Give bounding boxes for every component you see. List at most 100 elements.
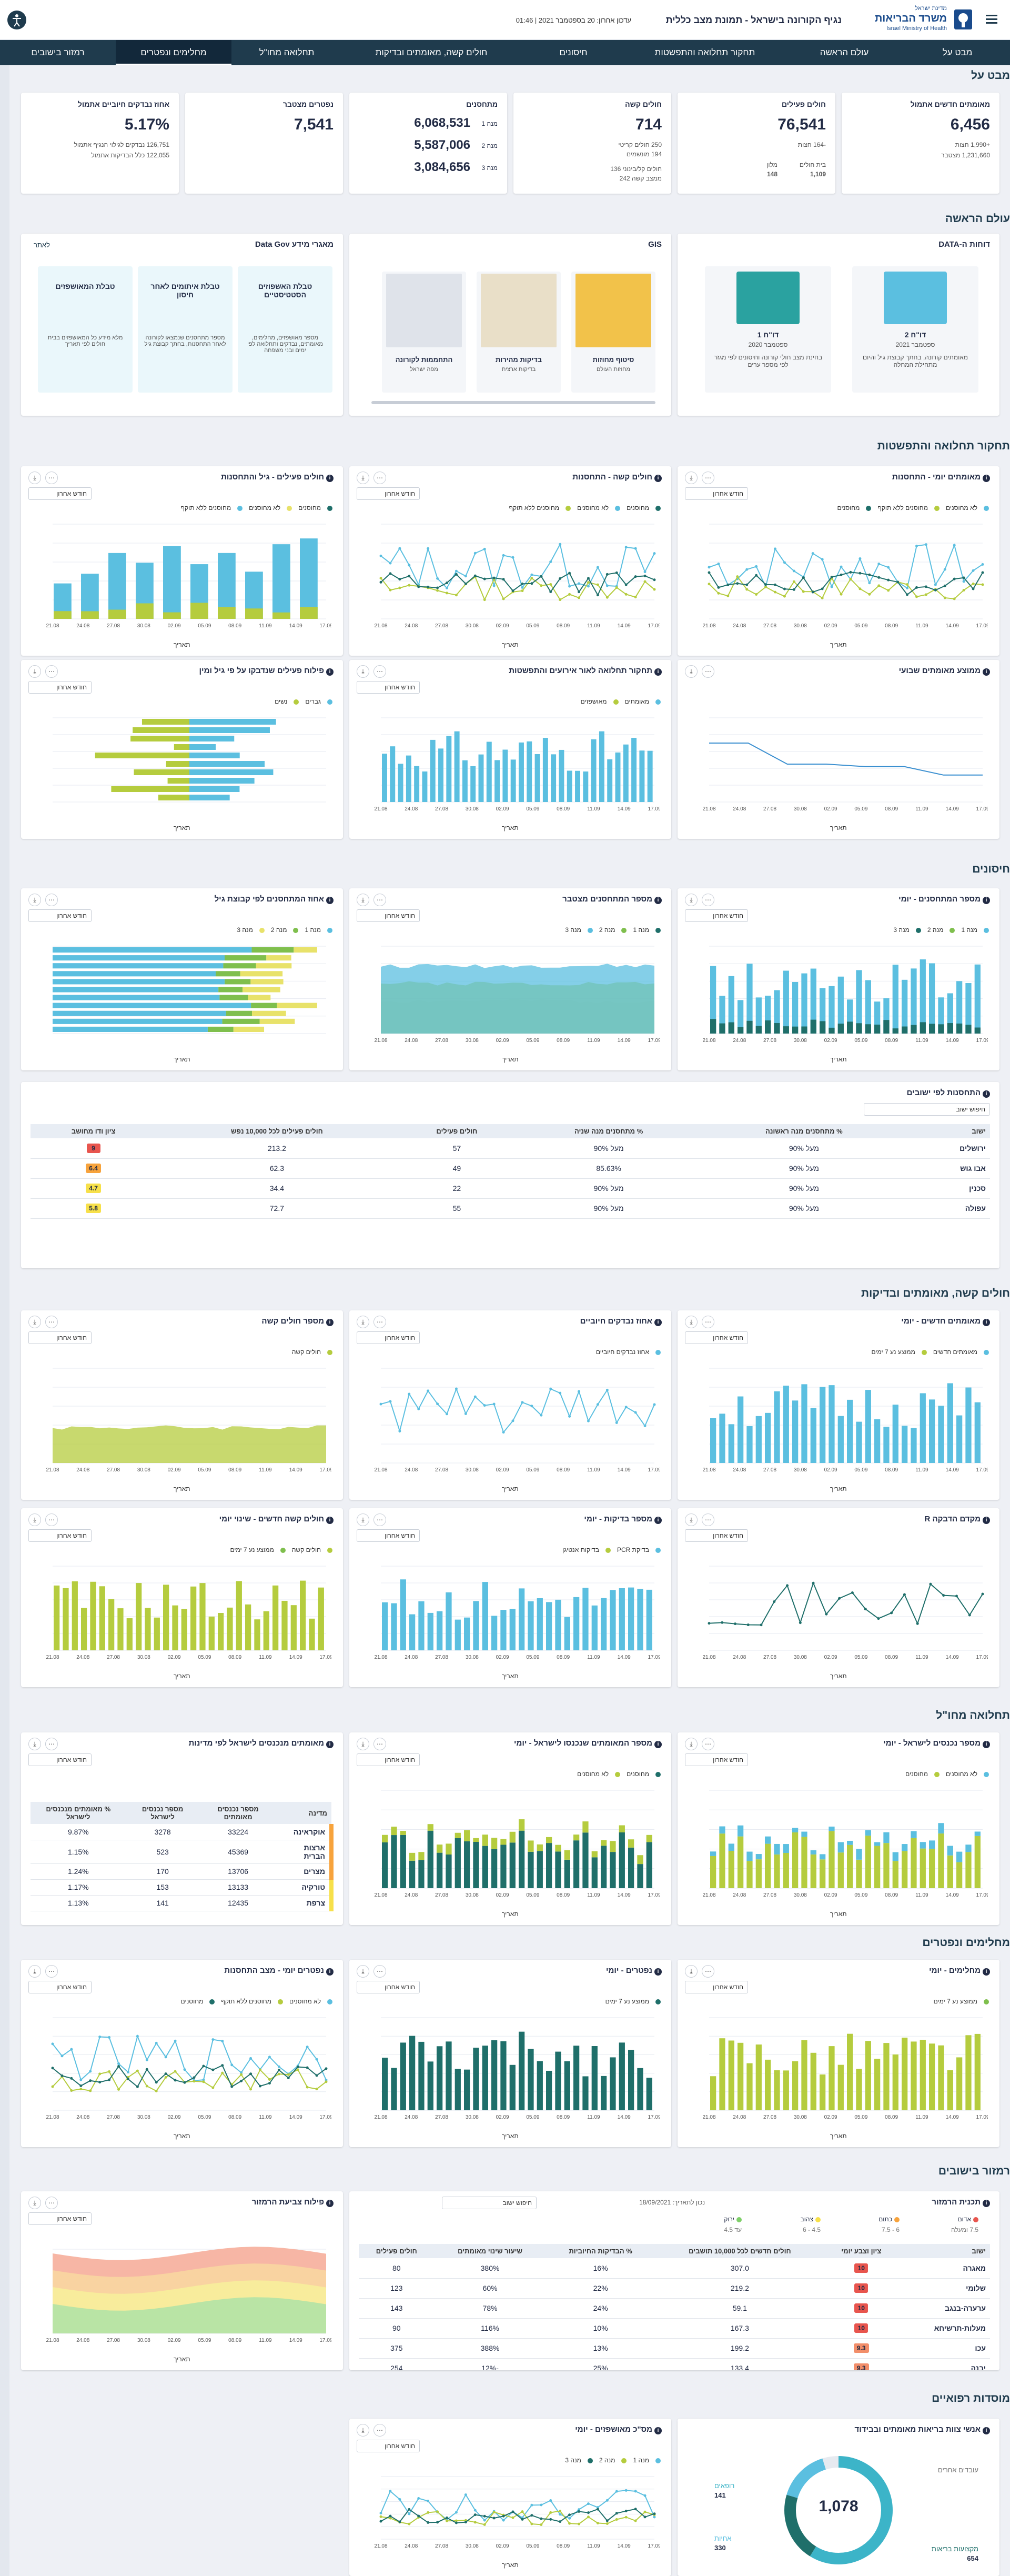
legend-item[interactable]: נשים: [275, 698, 299, 705]
download-icon[interactable]: ⤓: [28, 1965, 41, 1978]
menu-icon[interactable]: [984, 12, 999, 27]
legend-item[interactable]: מאושפזים: [581, 698, 619, 705]
legend-item[interactable]: בדיקות אנטיגן: [562, 1546, 611, 1553]
period-select[interactable]: חודש אחרון: [357, 2440, 420, 2452]
period-select[interactable]: חודש אחרון: [685, 1331, 748, 1344]
info-icon[interactable]: i: [983, 2427, 990, 2434]
col-header[interactable]: ציון ודו מחושב: [31, 1124, 157, 1138]
download-icon[interactable]: ⤓: [28, 1738, 41, 1750]
download-icon[interactable]: ⤓: [357, 1738, 369, 1750]
info-icon[interactable]: i: [654, 2427, 662, 2434]
share-icon[interactable]: ⋯: [45, 1513, 58, 1526]
col-header[interactable]: מספר נכנסים מאומתים: [199, 1802, 277, 1824]
download-icon[interactable]: ⤓: [685, 1513, 698, 1526]
share-icon[interactable]: ⋯: [373, 472, 386, 484]
download-icon[interactable]: ⤓: [357, 894, 369, 906]
info-icon[interactable]: i: [983, 2200, 990, 2207]
legend-item[interactable]: חולים קשה: [292, 1348, 332, 1356]
dataset-card[interactable]: טבלת האשפוזים הסטטיסטיים מספר מאושפזים, …: [238, 266, 332, 393]
download-icon[interactable]: ⤓: [357, 1965, 369, 1978]
info-icon[interactable]: i: [983, 668, 990, 676]
share-icon[interactable]: ⋯: [373, 1316, 386, 1328]
share-icon[interactable]: ⋯: [702, 1965, 714, 1978]
legend-item[interactable]: לא מחוסנים: [289, 1998, 332, 2005]
legend-item[interactable]: מנה 2: [599, 2457, 627, 2464]
period-select[interactable]: חודש אחרון: [28, 487, 92, 500]
share-icon[interactable]: ⋯: [702, 1316, 714, 1328]
info-icon[interactable]: i: [326, 475, 334, 482]
legend-item[interactable]: מנה 1: [305, 926, 332, 934]
table-row[interactable]: שלומי 10 219.2 22% 60% 123: [359, 2278, 990, 2299]
share-icon[interactable]: ⋯: [702, 1513, 714, 1526]
tab-vaccines[interactable]: חיסונים: [559, 47, 588, 57]
info-icon[interactable]: i: [326, 668, 334, 676]
share-icon[interactable]: ⋯: [373, 894, 386, 906]
download-icon[interactable]: ⤓: [685, 665, 698, 678]
info-icon[interactable]: i: [654, 1741, 662, 1748]
period-select[interactable]: חודש אחרון: [357, 1753, 420, 1766]
period-select[interactable]: חודש אחרון: [357, 681, 420, 694]
legend-item[interactable]: מחוסנים: [298, 504, 332, 512]
legend-item[interactable]: מנה 1: [961, 926, 989, 934]
table-row[interactable]: אוקראינה 33224 3278 9.87%: [31, 1824, 334, 1840]
download-icon[interactable]: ⤓: [28, 1513, 41, 1526]
table-row[interactable]: סכנין מעל 90% מעל 90% 22 34.4 4.7: [31, 1178, 990, 1199]
table-row[interactable]: ערערה-בנגב 10 59.1 24% 78% 143: [359, 2298, 990, 2319]
report-card[interactable]: דו"ח 1 ספטמבר 2020 בחינת מצב חולי קורונה…: [705, 266, 831, 393]
period-select[interactable]: חודש אחרון: [28, 1331, 92, 1344]
legend-item[interactable]: בדיקת PCR: [617, 1546, 661, 1553]
share-icon[interactable]: ⋯: [702, 1738, 714, 1750]
table-row[interactable]: טורקיה 13133 153 1.17%: [31, 1879, 334, 1896]
legend-item[interactable]: מנה 3: [565, 2457, 593, 2464]
download-icon[interactable]: ⤓: [28, 665, 41, 678]
info-icon[interactable]: i: [654, 668, 662, 676]
legend-item[interactable]: מנה 1: [633, 2457, 661, 2464]
legend-item[interactable]: לא מחוסנים: [577, 504, 621, 512]
legend-item[interactable]: מאומתים חדשים: [933, 1348, 989, 1356]
legend-item[interactable]: ממוצע נע 7 ימים: [934, 1998, 989, 2005]
share-icon[interactable]: ⋯: [373, 1738, 386, 1750]
share-icon[interactable]: ⋯: [702, 472, 714, 484]
share-icon[interactable]: ⋯: [45, 472, 58, 484]
period-select[interactable]: חודש אחרון: [685, 1753, 748, 1766]
legend-item[interactable]: מחוסנים: [627, 504, 661, 512]
legend-item[interactable]: מחוסנים ללא תוקף: [221, 1998, 283, 2005]
legend-item[interactable]: ממוצע נע 7 ימים: [872, 1348, 927, 1356]
city-search-input[interactable]: חיפוש ישוב: [442, 2197, 537, 2209]
tab-investigation[interactable]: תחקור תחלואה והתפשטות: [654, 47, 755, 57]
dataset-card[interactable]: טבלת המאושפזים מלא מידע כל המאושפזים בבי…: [38, 266, 133, 393]
legend-item[interactable]: מחוסנים: [627, 1770, 661, 1778]
download-icon[interactable]: ⤓: [28, 2197, 41, 2209]
share-icon[interactable]: ⋯: [373, 1513, 386, 1526]
col-header[interactable]: ישוב: [898, 2244, 990, 2258]
legend-item[interactable]: לא מחוסנים: [249, 504, 292, 512]
legend-item[interactable]: מנה 3: [565, 926, 593, 934]
accessibility-icon[interactable]: [7, 11, 26, 29]
col-header[interactable]: ציון וצבע יומי: [824, 2244, 898, 2258]
table-row[interactable]: יבנה 9.3 133.4 25% -12% 254: [359, 2358, 990, 2370]
period-select[interactable]: חודש אחרון: [28, 909, 92, 922]
download-icon[interactable]: ⤓: [357, 1316, 369, 1328]
legend-item[interactable]: ממוצע נע 7 ימים: [605, 1998, 661, 2005]
info-icon[interactable]: i: [326, 1741, 334, 1748]
legend-item[interactable]: מחוסנים ללא תוקף: [509, 504, 571, 512]
table-row[interactable]: עכו 9.3 199.2 13% 388% 375: [359, 2338, 990, 2359]
download-icon[interactable]: ⤓: [357, 1513, 369, 1526]
download-icon[interactable]: ⤓: [357, 665, 369, 678]
period-select[interactable]: חודש אחרון: [357, 487, 420, 500]
col-header[interactable]: חולים פעילים לכל 10,000 נפש: [156, 1124, 398, 1138]
legend-item[interactable]: לא מחוסנים: [946, 1770, 989, 1778]
dataset-card[interactable]: טבלת איתומים לאחר חיסון מספר מתחסנים שנמ…: [138, 266, 233, 393]
share-icon[interactable]: ⋯: [45, 1738, 58, 1750]
period-select[interactable]: חודש אחרון: [685, 909, 748, 922]
table-row[interactable]: אבו גוש מעל 90% 85.63% 49 62.3 6.4: [31, 1158, 990, 1179]
legend-item[interactable]: מאומתים: [625, 698, 661, 705]
col-header[interactable]: חולים חדשים לכל 10,000 תושבים: [655, 2244, 824, 2258]
col-header[interactable]: שיעור שינוי מאומתים: [434, 2244, 546, 2258]
info-icon[interactable]: i: [326, 1319, 334, 1326]
share-icon[interactable]: ⋯: [45, 1316, 58, 1328]
period-select[interactable]: חודש אחרון: [28, 1529, 92, 1542]
info-icon[interactable]: i: [326, 1968, 334, 1976]
download-icon[interactable]: ⤓: [28, 472, 41, 484]
table-row[interactable]: צרפת 12435 141 1.13%: [31, 1895, 334, 1911]
